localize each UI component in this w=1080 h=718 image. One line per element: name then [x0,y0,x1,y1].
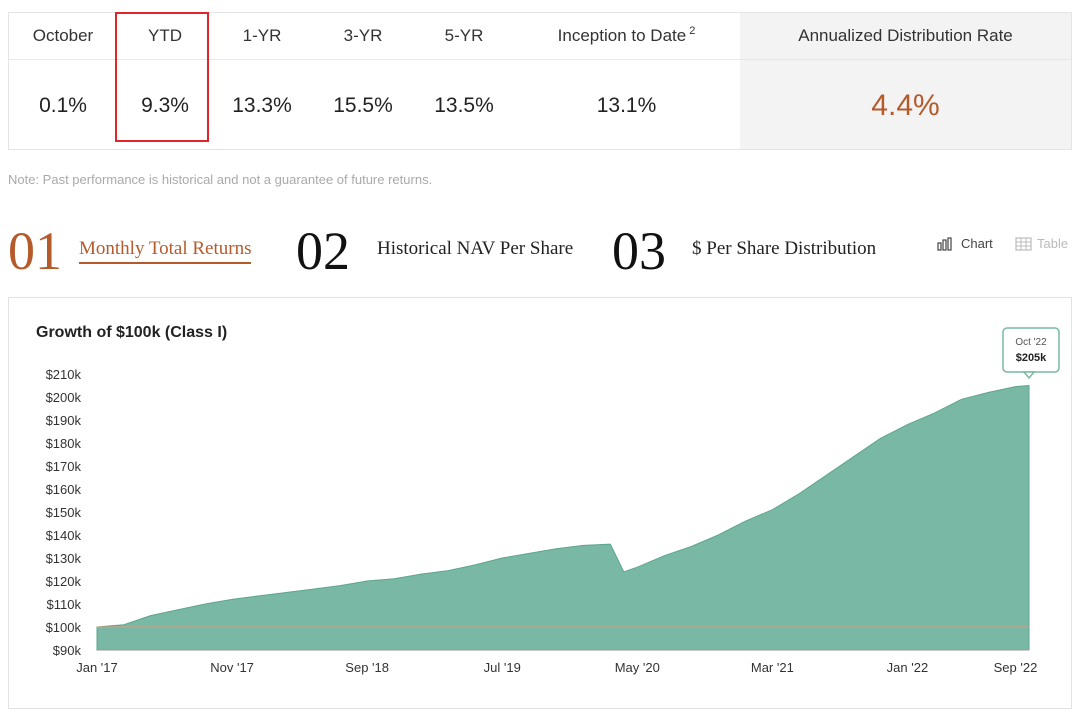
table-icon [1015,236,1032,251]
tab-label[interactable]: Monthly Total Returns [79,238,252,264]
y-tick-label: $90k [53,643,82,658]
x-tick-label: Jan '17 [76,660,118,675]
distribution-rate-value: 4.4% [871,88,940,122]
x-tick-label: Sep '22 [994,660,1038,675]
x-tick-label: Mar '21 [751,660,794,675]
perf-col-1yr: 1-YR 13.3% [213,13,311,149]
y-tick-label: $170k [46,459,82,474]
chart-view-button[interactable]: Chart [937,236,993,251]
perf-header: 1-YR [213,13,311,60]
chart-tabs: 01 Monthly Total Returns 02 Historical N… [8,222,1072,282]
growth-area-series [96,384,1030,651]
tab-number: 02 [296,221,350,281]
growth-chart-card: Growth of $100k (Class I) $90k $100k $110k… [8,297,1072,709]
y-tick-label: $160k [46,482,82,497]
table-view-label: Table [1037,236,1069,251]
y-tick-label: $190k [46,413,82,428]
y-tick-label: $150k [46,505,82,520]
tooltip-pointer [1022,371,1036,380]
perf-col-october: October 0.1% [9,13,117,149]
perf-col-ytd: YTD 9.3% [117,13,213,149]
perf-value: 0.1% [39,93,87,117]
perf-col-5yr: 5-YR 13.5% [415,13,513,149]
perf-value: 13.5% [434,93,494,117]
tab-number: 03 [612,221,666,281]
x-tick-label: Sep '18 [345,660,389,675]
footnote-marker: 2 [689,25,696,37]
perf-header-label: Inception to Date [557,26,687,45]
tooltip-box [1002,327,1060,373]
perf-value: 15.5% [333,93,393,117]
tab-label[interactable]: Historical NAV Per Share [377,238,574,259]
y-tick-label: $120k [46,574,82,589]
performance-table: October 0.1% YTD 9.3% 1-YR 13.3% 3-YR 15… [8,12,1072,150]
x-tick-label: Jul '19 [484,660,521,675]
x-tick-label: May '20 [615,660,660,675]
y-tick-label: $200k [46,390,82,405]
perf-header: Annualized Distribution Rate [740,13,1071,60]
tooltip-value: $205k [1016,352,1047,364]
bar-chart-icon [937,236,952,251]
perf-value: 13.1% [596,93,657,117]
x-tick-label: Nov '17 [210,660,254,675]
perf-col-distribution-rate: Annualized Distribution Rate 4.4% [740,13,1071,149]
disclaimer-note: Note: Past performance is historical and… [8,172,433,187]
perf-col-inception: Inception to Date 2 13.1% [513,13,740,149]
perf-header: 5-YR [415,13,513,60]
y-tick-label: $100k [46,620,82,635]
tab-number: 01 [8,221,62,281]
y-tick-label: $180k [46,436,82,451]
perf-col-3yr: 3-YR 15.5% [311,13,415,149]
tooltip-date: Oct '22 [1015,337,1047,348]
perf-value: 9.3% [141,93,189,117]
perf-header: YTD [117,13,213,60]
y-tick-label: $140k [46,528,82,543]
tab-label[interactable]: $ Per Share Distribution [692,238,877,259]
y-tick-label: $130k [46,551,82,566]
chart-title: Growth of $100k (Class I) [36,324,228,341]
y-tick-label: $110k [47,597,82,612]
perf-header: October [9,13,117,60]
chart-view-label: Chart [961,236,993,251]
perf-value: 13.3% [232,93,292,117]
ytd-highlight-box [115,12,209,142]
table-view-button[interactable]: Table [1015,236,1068,251]
perf-header: 3-YR [311,13,415,60]
x-tick-label: Jan '22 [887,660,929,675]
growth-area-chart: $90k $100k $110k $120k $130k $140k $150k $160k $… [46,327,1060,675]
perf-header: Inception to Date 2 [513,13,740,60]
y-tick-label: $210k [46,367,82,382]
